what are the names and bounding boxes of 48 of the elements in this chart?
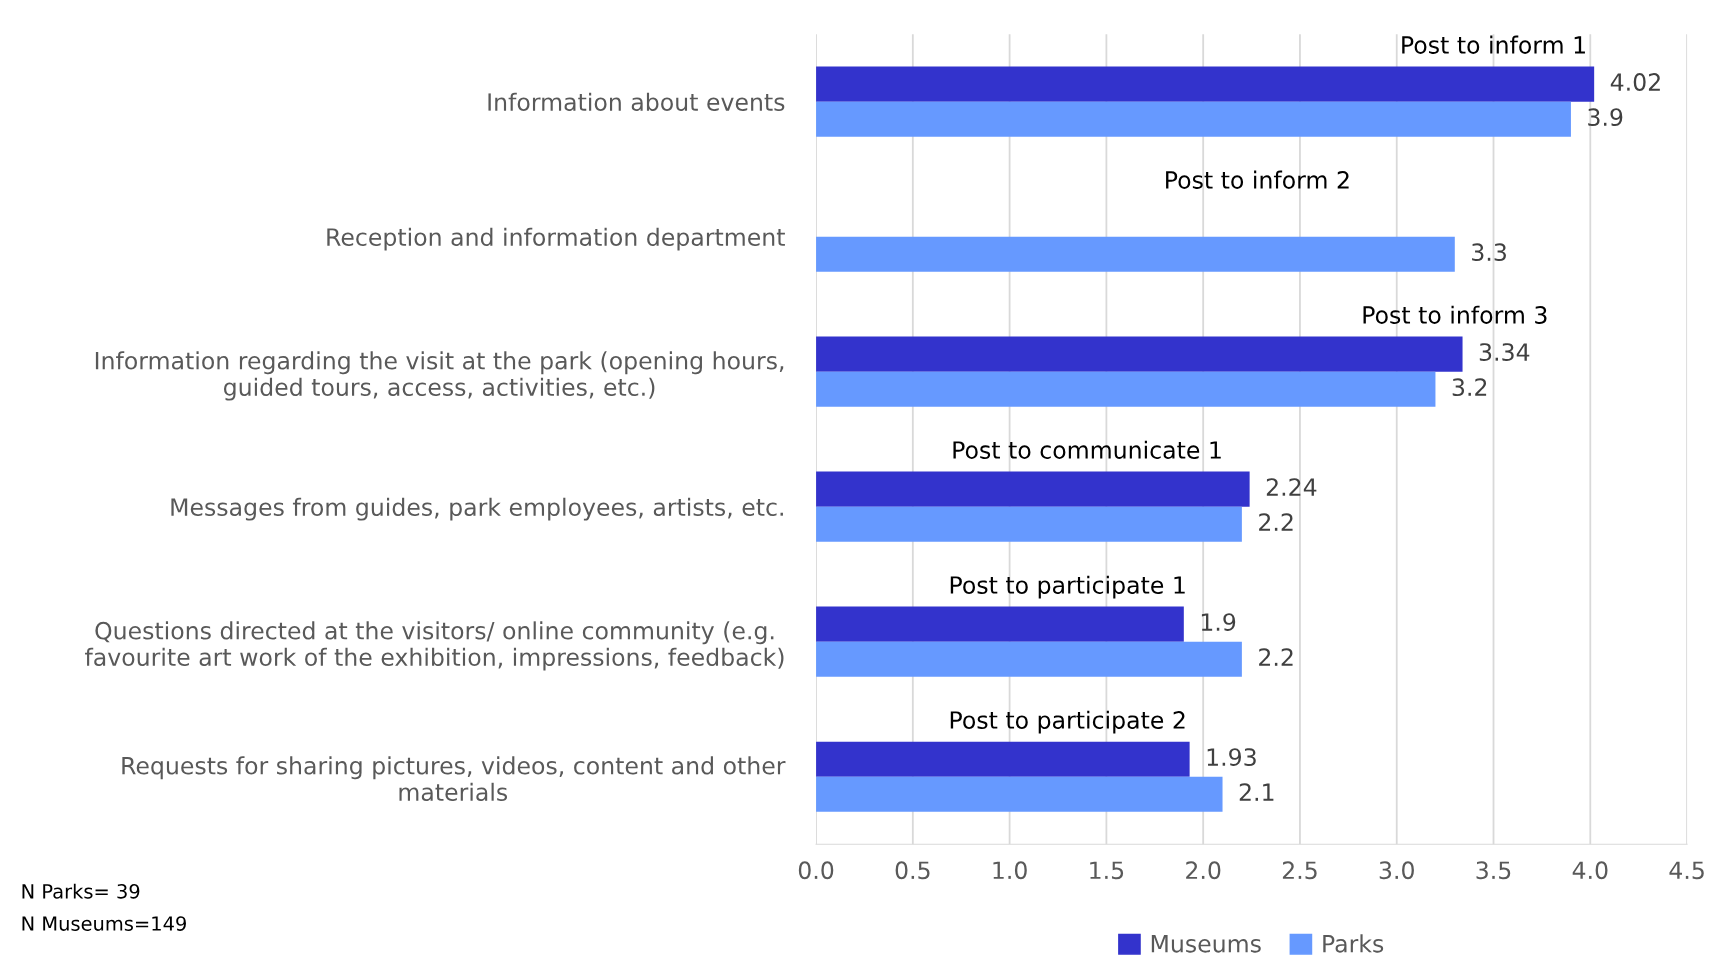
y-tick-label: Requests for sharing pictures, videos, content and other materials <box>122 756 786 802</box>
y-tick-label: Reception and information department <box>327 227 785 251</box>
bar <box>816 641 1242 677</box>
data-label: 1.9 <box>1201 613 1236 632</box>
x-tick-label: 0.5 <box>895 861 930 880</box>
annotation: Post to inform 3 <box>1363 305 1547 324</box>
bar <box>816 471 1250 507</box>
x-tick-label: 0.0 <box>798 861 834 880</box>
x-tick-label: 1.0 <box>993 861 1027 880</box>
x-tick-label: 2.5 <box>1282 861 1317 880</box>
data-label: 3.3 <box>1472 243 1506 262</box>
text: N Museums=149 <box>22 916 186 931</box>
data-label: 1.93 <box>1207 748 1256 767</box>
x-tick-label: 4.5 <box>1669 861 1704 880</box>
bar <box>816 776 1223 812</box>
bar <box>816 741 1190 777</box>
data-label: 3.34 <box>1479 343 1530 361</box>
legend-label: Parks <box>1323 934 1384 953</box>
y-tick-label: Messages from guides, park employees, artists, etc. <box>171 497 783 521</box>
bar <box>816 236 1455 272</box>
annotation: Post to participate 1 <box>950 575 1185 599</box>
bar <box>816 101 1571 137</box>
text: N Parks= 39 <box>22 883 140 899</box>
annotation: Post to inform 2 <box>1166 170 1349 189</box>
x-tick-label: 2.0 <box>1186 861 1221 880</box>
annotation: Post to inform 1 <box>1402 35 1585 54</box>
data-label: 2.24 <box>1266 478 1317 496</box>
data-label: 3.9 <box>1588 108 1623 127</box>
legend-label: Museums <box>1151 935 1261 953</box>
y-tick-label: Questions directed at the visitors/ online community (e.g. favourite art work of the exhibition, impressions, feedback) <box>85 621 784 671</box>
y-tick-label: Information about events <box>488 92 785 111</box>
x-tick-label: 1.5 <box>1090 861 1124 880</box>
bar <box>816 606 1184 642</box>
data-label: 2.1 <box>1239 783 1274 801</box>
data-label: 3.2 <box>1452 378 1487 397</box>
x-tick-label: 3.5 <box>1476 861 1511 880</box>
x-tick-label: 4.0 <box>1572 861 1608 880</box>
data-label: 4.02 <box>1610 73 1660 91</box>
bar <box>816 506 1242 542</box>
y-tick-label: Information regarding the visit at the park (opening hours, guided tours, access, activities, etc.) <box>95 351 784 401</box>
annotation: Post to participate 2 <box>950 710 1185 734</box>
bar <box>816 336 1463 372</box>
annotation: Post to communicate 1 <box>953 440 1221 459</box>
x-tick-label: 3.0 <box>1379 861 1414 880</box>
data-label: 2.2 <box>1259 648 1293 666</box>
bar <box>816 66 1595 102</box>
bar <box>816 371 1436 407</box>
data-label: 2.2 <box>1259 513 1293 531</box>
